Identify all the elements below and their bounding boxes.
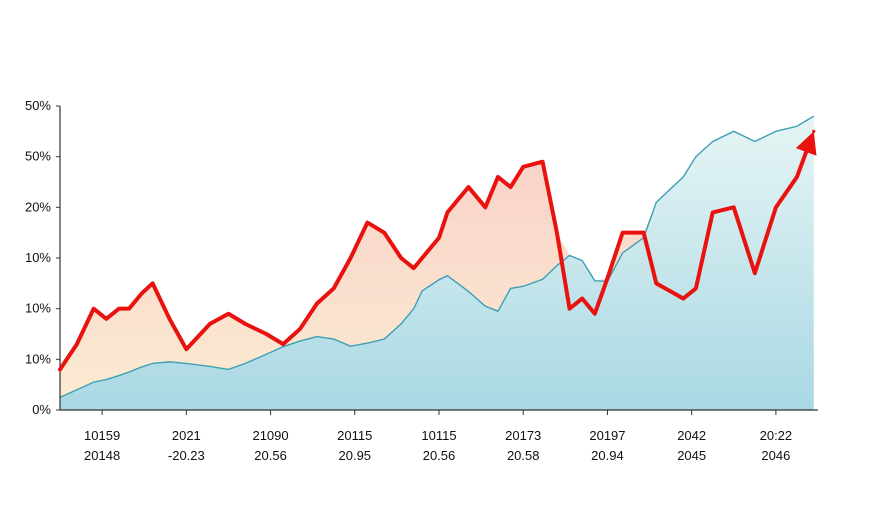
- trend-point: [521, 165, 525, 169]
- trend-point: [92, 307, 96, 311]
- trend-point: [127, 307, 131, 311]
- x-tick-label-line1: 10115: [421, 428, 456, 443]
- lower-area: [60, 116, 814, 410]
- x-tick-label-line2: 2046: [761, 448, 790, 463]
- x-tick-label-line1: 20115: [337, 428, 372, 443]
- trend-point: [264, 332, 268, 336]
- trend-point: [795, 175, 799, 179]
- series-layer: [58, 129, 817, 372]
- axes-layer: [56, 105, 818, 415]
- trend-point: [104, 317, 108, 321]
- trend-point: [298, 327, 302, 331]
- x-tick-label-line1: 2021: [172, 428, 201, 443]
- x-tick-label-line1: 21090: [252, 428, 288, 443]
- trend-point: [753, 271, 757, 275]
- y-tick-label: 10%: [25, 351, 51, 366]
- trend-point: [315, 302, 319, 306]
- trend-point: [167, 317, 172, 321]
- trend-point: [654, 281, 658, 285]
- trend-point: [555, 231, 559, 235]
- trend-point: [496, 175, 500, 179]
- lower-series-line: [59, 115, 815, 398]
- trend-point: [412, 266, 416, 270]
- trend-point: [711, 210, 715, 214]
- trend-point: [508, 185, 513, 189]
- labels-layer: 0% 10% 10% 10% 20% 50% 50% 10159 20148 2021 -20.23…: [25, 98, 792, 463]
- x-tick-label-line2: 2045: [677, 448, 706, 463]
- trend-point: [593, 312, 597, 316]
- trend-point: [117, 307, 121, 311]
- x-tick-label-line2: 20.56: [254, 448, 287, 463]
- x-tick-label-line1: 20:22: [760, 428, 793, 443]
- x-tick-label-line1: 10159: [84, 428, 120, 443]
- trend-point: [243, 322, 247, 326]
- trend-point: [437, 236, 441, 240]
- trend-point: [580, 296, 584, 301]
- trend-point: [466, 185, 471, 189]
- trend-point: [642, 231, 646, 235]
- x-tick-label-line2: 20.56: [423, 448, 456, 463]
- trend-point: [732, 205, 736, 209]
- x-tick-label-line1: 20197: [589, 428, 625, 443]
- trend-point: [382, 231, 386, 235]
- x-tick-label-line1: 2042: [677, 428, 706, 443]
- trend-point: [75, 342, 79, 346]
- trend-point: [605, 276, 610, 280]
- trend-point: [540, 160, 545, 164]
- trend-point: [226, 312, 231, 316]
- y-tick-label: 0%: [32, 402, 51, 417]
- trend-point: [281, 342, 285, 346]
- trend-point: [58, 367, 62, 372]
- x-tick-label-line1: 20173: [505, 428, 541, 443]
- trend-point: [184, 347, 188, 351]
- trend-line: [58, 146, 810, 372]
- trend-point: [621, 231, 625, 235]
- x-tick-label-line2: -20.23: [168, 448, 205, 463]
- y-tick-label: 10%: [25, 301, 51, 316]
- trend-point: [365, 220, 370, 225]
- trend-point: [483, 205, 487, 209]
- trend-point: [681, 296, 685, 301]
- trend-point: [208, 322, 212, 326]
- y-tick-label: 50%: [25, 98, 51, 113]
- x-tick-label-line2: 20.95: [339, 448, 372, 463]
- trend-point: [445, 210, 450, 214]
- trend-point: [348, 256, 353, 260]
- y-tick-label: 50%: [25, 149, 51, 164]
- trend-point: [140, 291, 144, 296]
- trend-point: [567, 307, 572, 311]
- y-tick-label: 10%: [25, 250, 51, 265]
- trend-point: [694, 286, 698, 290]
- trend-point: [399, 256, 403, 260]
- y-tick-label: 20%: [25, 199, 51, 214]
- trend-point: [774, 205, 778, 209]
- x-tick-label-line2: 20.94: [591, 448, 624, 463]
- trend-point: [420, 256, 424, 260]
- x-tick-label-line2: 20.58: [507, 448, 540, 463]
- trend-point: [332, 286, 336, 290]
- arrow-head-icon: [795, 131, 817, 156]
- x-tick-label-line2: 20148: [84, 448, 120, 463]
- trend-point: [151, 281, 155, 285]
